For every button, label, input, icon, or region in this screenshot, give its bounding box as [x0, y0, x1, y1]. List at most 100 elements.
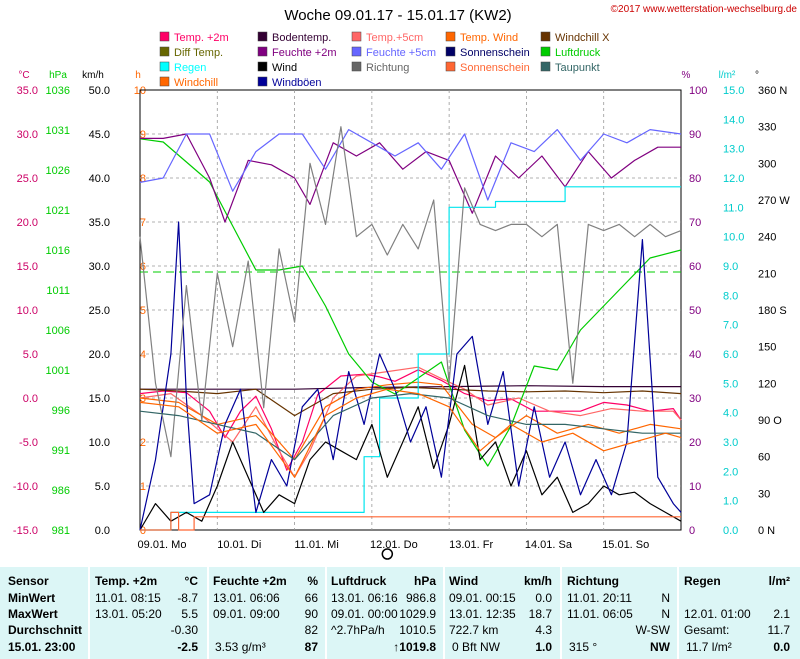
tick-temp_c: 15.0 [17, 261, 38, 273]
tick-humidity: 0 [689, 525, 695, 537]
tick-rain: 5.0 [723, 378, 738, 390]
cell: 87 [304, 640, 318, 654]
axis-unit-wind_kmh: km/h [82, 70, 104, 81]
x-tick-label: 13.01. Fr [449, 539, 493, 551]
cell: 13.01. 12:35 [449, 607, 516, 621]
tick-rain: 6.0 [723, 349, 738, 361]
legend-swatch-feuchte-5cm [351, 46, 362, 57]
tick-pressure: 1001 [46, 365, 70, 377]
header-pressure: Luftdruck [331, 574, 387, 588]
cell: 722.7 km [449, 623, 499, 637]
legend-swatch-regen [159, 61, 170, 72]
cell: ↑1019.8 [393, 640, 436, 654]
cell: 986.8 [405, 591, 436, 605]
tick-sun_h: 8 [140, 173, 146, 185]
table-row-current: 15.01. 23:00 -2.5 3.53 g/m³ 87 ↑1019.8 0… [0, 640, 800, 656]
legend-swatch-windchill [159, 76, 170, 87]
legend-swatch-windb-en [257, 76, 268, 87]
tick-direction: 0 N [758, 525, 775, 537]
cell: 66 [304, 591, 318, 605]
cell: 09.01. 00:15 [449, 591, 516, 605]
legend-label-temp-2m: Temp. +2m [174, 32, 229, 44]
tick-pressure: 1011 [46, 285, 70, 297]
tick-pressure: 1036 [46, 85, 70, 97]
cell: 11.01. 20:11 [567, 591, 632, 605]
legend: Temp. +2m Bodentemp. Temp.+5cm Temp. Wind Wi… [159, 31, 610, 89]
axes: °C35.030.025.020.015.010.05.00.0-5.0-10.… [13, 70, 790, 537]
tick-wind_kmh: 35.0 [89, 217, 110, 229]
tick-pressure: 991 [52, 445, 70, 457]
x-tick-label: 12.01. Do [370, 539, 418, 551]
tick-wind_kmh: 0.0 [95, 525, 110, 537]
table-divider [88, 567, 90, 659]
tick-sun_h: 7 [140, 217, 146, 229]
table-row-min: MinWert 11.01. 08:15 -8.7 13.01. 06:06 6… [0, 591, 800, 607]
legend-swatch-luftdruck [540, 46, 551, 57]
legend-label-sonnenschein: Sonnenschein [460, 47, 530, 59]
tick-temp_c: 0.0 [23, 393, 38, 405]
cell: 09.01. 09:00 [213, 607, 280, 621]
copyright: ©2017 www.wetterstation-wechselburg.de [611, 4, 798, 15]
tick-direction: 300 [758, 158, 776, 170]
tick-direction: 330 [758, 122, 776, 134]
legend-swatch-bodentemp [257, 31, 268, 42]
tick-humidity: 60 [689, 261, 701, 273]
tick-pressure: 1031 [46, 125, 70, 137]
header-rain: Regen [684, 574, 721, 588]
tick-rain: 0.0 [723, 525, 738, 537]
cell: 13.01. 06:16 [331, 591, 398, 605]
tick-pressure: 1026 [46, 165, 70, 177]
tick-wind_kmh: 20.0 [89, 349, 110, 361]
cell: 5.5 [181, 607, 198, 621]
cell: 11.01. 08:15 [95, 591, 161, 605]
cell: 0.0 [535, 591, 552, 605]
tick-rain: 13.0 [723, 144, 744, 156]
cell: -2.5 [177, 640, 198, 654]
table-divider [443, 567, 445, 659]
tick-sun_h: 2 [140, 437, 146, 449]
cell: 3.53 g/m³ [215, 640, 266, 654]
tick-humidity: 10 [689, 481, 701, 493]
tick-sun_h: 5 [140, 305, 146, 317]
chart-title: Woche 09.01.17 - 15.01.17 (KW2) [284, 7, 511, 24]
tick-rain: 2.0 [723, 466, 738, 478]
x-tick-label: 10.01. Di [217, 539, 261, 551]
tick-rain: 1.0 [723, 496, 738, 508]
tick-humidity: 50 [689, 305, 701, 317]
legend-label-taupunkt: Taupunkt [555, 62, 600, 74]
x-tick-label: 15.01. So [602, 539, 649, 551]
tick-sun_h: 9 [140, 129, 146, 141]
tick-rain: 8.0 [723, 290, 738, 302]
legend-swatch-richtung [351, 61, 362, 72]
series-regen [140, 186, 681, 531]
tick-humidity: 80 [689, 173, 701, 185]
cell: 0.0 [773, 640, 790, 654]
cell: 11.7 l/m² [686, 640, 732, 654]
tick-humidity: 100 [689, 85, 707, 97]
legend-label-wind: Wind [272, 62, 297, 74]
tick-direction: 60 [758, 452, 770, 464]
cell: 12.01. 01:00 [684, 607, 751, 621]
tick-rain: 9.0 [723, 261, 738, 273]
header-wind-unit: km/h [523, 574, 552, 588]
tick-rain: 7.0 [723, 320, 738, 332]
table-divider [207, 567, 209, 659]
tick-wind_kmh: 30.0 [89, 261, 110, 273]
tick-direction: 30 [758, 488, 770, 500]
legend-label-temp-wind: Temp. Wind [460, 32, 518, 44]
tick-wind_kmh: 50.0 [89, 85, 110, 97]
tick-temp_c: 10.0 [17, 305, 38, 317]
cell: 11.01. 06:05 [567, 607, 633, 621]
tick-temp_c: 20.0 [17, 217, 38, 229]
row-label: 15.01. 23:00 [8, 640, 76, 654]
cell: Gesamt: [684, 623, 730, 637]
series-windchill [139, 388, 682, 478]
header-sensor: Sensor [8, 574, 49, 588]
tick-wind_kmh: 15.0 [89, 393, 110, 405]
legend-swatch-diff-temp [159, 46, 170, 57]
cell: W-SW [635, 623, 670, 637]
tick-humidity: 70 [689, 217, 701, 229]
series-sonnenschein [140, 511, 681, 531]
series-layer [139, 126, 682, 531]
axis-unit-temp_c: °C [18, 70, 29, 81]
